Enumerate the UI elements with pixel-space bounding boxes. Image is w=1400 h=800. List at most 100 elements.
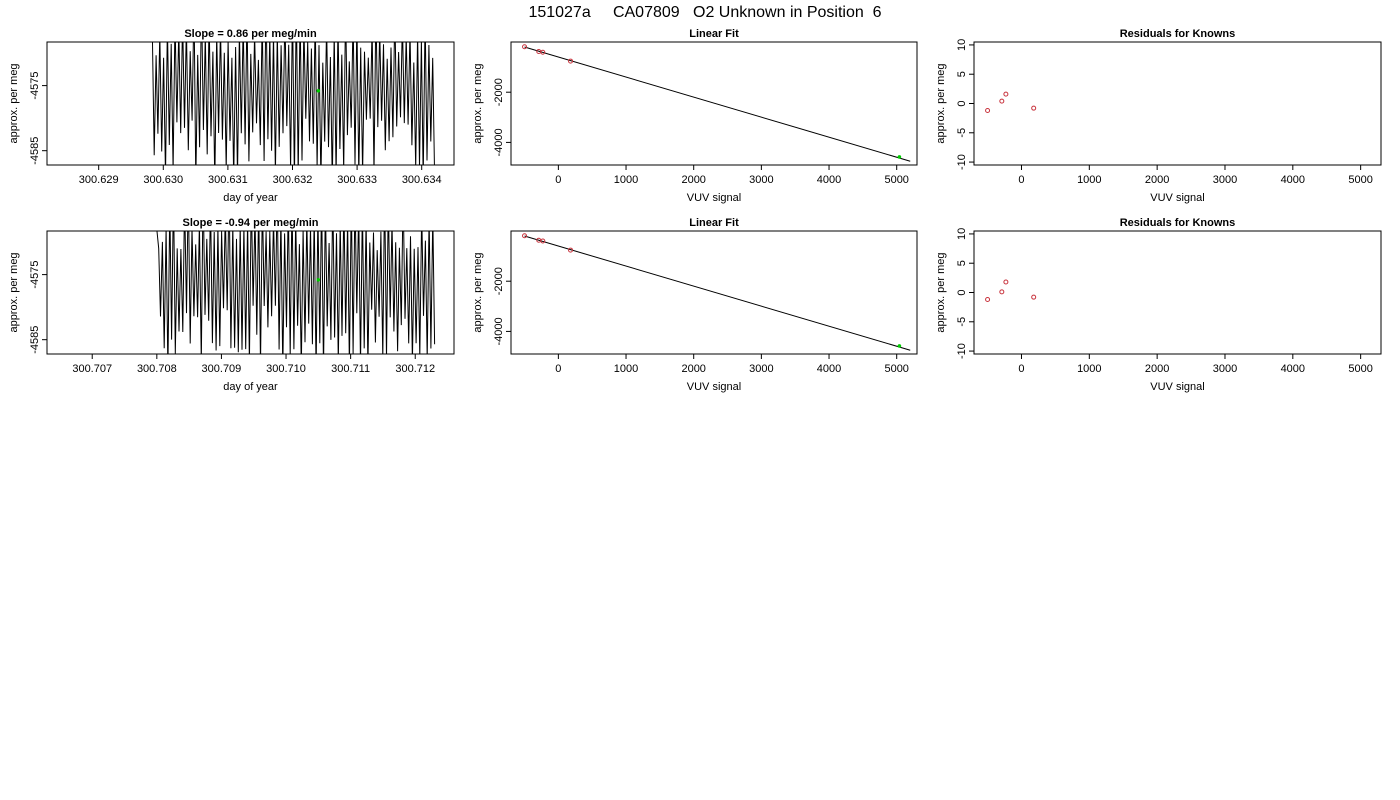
y-tick-label: -5 — [956, 317, 968, 327]
plot-marks — [156, 231, 436, 354]
x-axis: 300.629 300.630 300.631 300.632 300.633 300.6… — [79, 165, 442, 186]
data-trace-line — [151, 42, 435, 165]
x-tick-label: 300.630 — [143, 174, 183, 186]
plot-frame — [46, 230, 455, 355]
known-data-point — [1003, 91, 1009, 97]
y-axis: -4575 -4585 — [29, 261, 47, 354]
x-tick-label: 2000 — [1145, 363, 1169, 375]
known-data-point — [522, 233, 528, 239]
y-tick-label: -4585 — [29, 326, 41, 354]
y-axis-label: approx. per meg — [935, 63, 947, 143]
x-axis-label: day of year — [223, 381, 278, 393]
chart-panel-4: Slope = -0.94 per meg/min 300.707 300.708 3… — [8, 217, 455, 393]
chart-panel-1: Slope = 0.86 per meg/min 300.629 300.630 30… — [8, 28, 455, 204]
x-axis-label: VUV signal — [1150, 192, 1204, 204]
plot-frame — [510, 230, 918, 355]
x-tick-label: 1000 — [614, 174, 638, 186]
plot-marks — [985, 91, 1037, 114]
y-tick-label: 5 — [956, 71, 968, 77]
x-tick-label: 1000 — [1077, 363, 1101, 375]
known-data-point — [985, 297, 991, 303]
x-tick-label: 300.708 — [137, 363, 177, 375]
y-axis-label: approx. per meg — [472, 252, 484, 332]
x-tick-label: 4000 — [1281, 174, 1305, 186]
y-axis: -4575 -4585 — [29, 72, 47, 165]
x-axis-label: VUV signal — [1150, 381, 1204, 393]
y-tick-label: 0 — [956, 289, 968, 295]
x-tick-label: 300.629 — [79, 174, 119, 186]
chart-panel-5: Linear Fit 0 1000 2000 3000 4000 5000 VUV signa… — [472, 217, 918, 393]
y-tick-label: -10 — [956, 154, 968, 170]
chart-title: Linear Fit — [689, 217, 739, 229]
fit-line — [524, 46, 911, 162]
known-data-point — [1031, 294, 1037, 300]
page-title: 151027a CA07809 O2 Unknown in Position 6 — [528, 4, 881, 21]
x-tick-label: 5000 — [884, 174, 908, 186]
plot-marks — [522, 233, 911, 351]
known-data-point — [985, 108, 991, 114]
y-axis: -2000 -4000 — [493, 267, 511, 345]
x-tick-label: 2000 — [1145, 174, 1169, 186]
y-tick-label: -2000 — [493, 267, 505, 295]
x-tick-label: 1000 — [1077, 174, 1101, 186]
x-axis-label: VUV signal — [687, 381, 741, 393]
known-data-point — [568, 247, 574, 253]
y-tick-label: 0 — [956, 100, 968, 106]
plot-frame — [46, 41, 455, 166]
unknown-marker-point — [316, 89, 321, 93]
x-tick-label: 2000 — [681, 174, 705, 186]
chart-title: Slope = -0.94 per meg/min — [182, 217, 318, 229]
known-data-point — [540, 49, 546, 55]
y-axis: 10 5 0 -5 -10 — [956, 39, 974, 170]
chart-title: Residuals for Knowns — [1120, 217, 1236, 229]
x-tick-label: 5000 — [884, 363, 908, 375]
x-tick-label: 300.633 — [337, 174, 377, 186]
known-data-point — [568, 58, 574, 64]
y-tick-label: 5 — [956, 260, 968, 266]
plot-frame — [510, 41, 918, 166]
x-tick-label: 300.631 — [208, 174, 248, 186]
known-data-point — [999, 289, 1005, 295]
data-trace-line — [156, 231, 436, 354]
x-axis: 300.707 300.708 300.709 300.710 300.711 300.7… — [72, 354, 435, 375]
x-tick-label: 1000 — [614, 363, 638, 375]
plot-marks — [522, 44, 911, 162]
x-tick-label: 300.707 — [72, 363, 112, 375]
x-axis-label: VUV signal — [687, 192, 741, 204]
plot-frame — [973, 41, 1382, 166]
plot-marks — [985, 279, 1037, 303]
unknown-data-point — [897, 155, 902, 159]
chart-title: Linear Fit — [689, 28, 739, 40]
chart-title: Residuals for Knowns — [1120, 28, 1236, 40]
known-data-point — [540, 238, 546, 244]
y-tick-label: -2000 — [493, 78, 505, 106]
y-axis-label: approx. per meg — [8, 63, 20, 143]
x-tick-label: 300.634 — [402, 174, 442, 186]
chart-title: Slope = 0.86 per meg/min — [184, 28, 317, 40]
x-tick-label: 3000 — [749, 363, 773, 375]
unknown-data-point — [897, 344, 902, 348]
panels-grid: Slope = 0.86 per meg/min 300.629 300.630 30… — [8, 28, 1382, 393]
x-tick-label: 300.711 — [331, 363, 370, 375]
known-data-point — [999, 98, 1005, 104]
x-axis: 0 1000 2000 3000 4000 5000 — [555, 354, 909, 375]
y-axis-label: approx. per meg — [935, 252, 947, 332]
x-tick-label: 4000 — [817, 174, 841, 186]
x-axis: 0 1000 2000 3000 4000 5000 — [1018, 354, 1373, 375]
x-tick-label: 300.710 — [266, 363, 306, 375]
y-tick-label: -10 — [956, 343, 968, 359]
x-tick-label: 0 — [555, 174, 561, 186]
x-tick-label: 3000 — [1213, 363, 1237, 375]
x-tick-label: 2000 — [681, 363, 705, 375]
y-axis-label: approx. per meg — [472, 63, 484, 143]
plot-frame — [973, 230, 1382, 355]
x-tick-label: 3000 — [1213, 174, 1237, 186]
x-axis-label: day of year — [223, 192, 278, 204]
known-data-point — [522, 44, 528, 50]
y-tick-label: -4000 — [493, 128, 505, 156]
plot-marks — [151, 42, 435, 165]
x-tick-label: 0 — [1018, 363, 1024, 375]
